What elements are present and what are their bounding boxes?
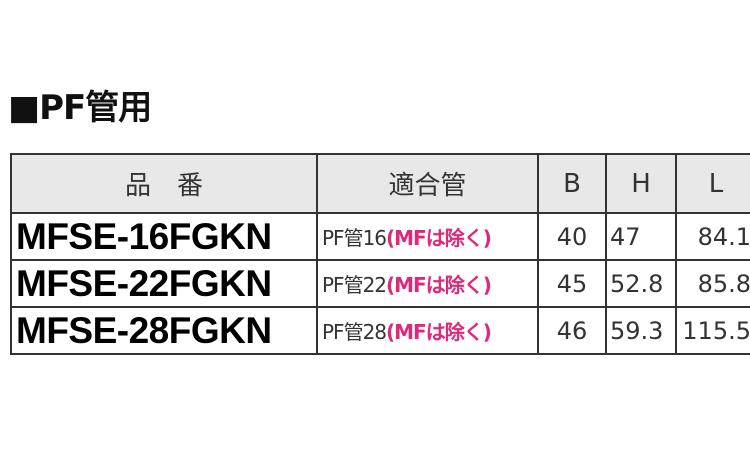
dim-b: 40 — [537, 212, 607, 261]
dim-h: 59.3 — [605, 306, 677, 355]
pipe-note: (MFは除く) — [386, 226, 492, 250]
compatible-pipe: PF管22(MFは除く) — [316, 259, 539, 308]
dim-l: 85.8 — [675, 259, 750, 308]
header-b: B — [537, 153, 607, 214]
compatible-pipe: PF管16(MFは除く) — [316, 212, 539, 261]
part-number: MFSE-16FGKN — [10, 212, 318, 261]
pipe-name: PF管22 — [322, 273, 387, 297]
dim-l: 84.1 — [675, 212, 750, 261]
header-row: 品 番 適合管 B H L — [10, 153, 750, 214]
header-part-number: 品 番 — [10, 153, 318, 214]
header-h: H — [605, 153, 677, 214]
section-title: ■PF管用 — [8, 88, 152, 128]
dim-h: 47 — [605, 212, 677, 261]
table-row: MFSE-22FGKN PF管22(MFは除く) 45 52.8 85.8 — [10, 259, 750, 308]
dim-b: 45 — [537, 259, 607, 308]
dim-l: 115.5 — [675, 306, 750, 355]
pipe-name: PF管16 — [322, 226, 387, 250]
pipe-name: PF管28 — [322, 320, 387, 344]
pipe-note: (MFは除く) — [386, 273, 492, 297]
compatible-pipe: PF管28(MFは除く) — [316, 306, 539, 355]
spec-table: 品 番 適合管 B H L MFSE-16FGKN PF管16(MFは除く) 4… — [10, 153, 750, 355]
dim-b: 46 — [537, 306, 607, 355]
table-row: MFSE-16FGKN PF管16(MFは除く) 40 47 84.1 — [10, 212, 750, 261]
pipe-note: (MFは除く) — [386, 320, 492, 344]
part-number: MFSE-22FGKN — [10, 259, 318, 308]
header-l: L — [675, 153, 750, 214]
dim-h: 52.8 — [605, 259, 677, 308]
table-row: MFSE-28FGKN PF管28(MFは除く) 46 59.3 115.5 — [10, 306, 750, 355]
part-number: MFSE-28FGKN — [10, 306, 318, 355]
header-compatible-pipe: 適合管 — [316, 153, 539, 214]
